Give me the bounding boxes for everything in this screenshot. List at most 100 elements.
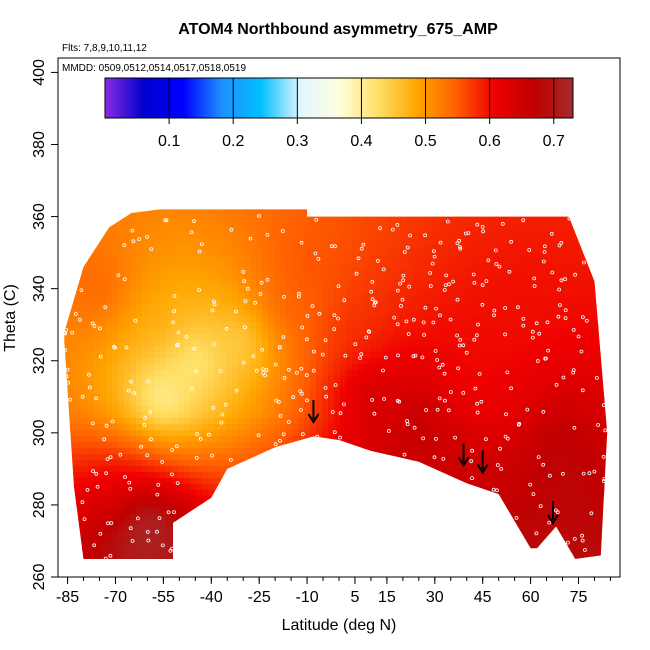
heatmap-cell bbox=[598, 124, 605, 131]
heatmap-cell bbox=[106, 316, 113, 323]
heatmap-cell bbox=[598, 76, 605, 83]
heatmap-cell bbox=[574, 148, 581, 155]
heatmap-cell bbox=[100, 136, 107, 143]
heatmap-cell bbox=[610, 58, 617, 65]
heatmap-cell bbox=[424, 274, 431, 281]
heatmap-cell bbox=[490, 244, 497, 251]
heatmap-cell bbox=[376, 256, 383, 263]
heatmap-cell bbox=[64, 220, 65, 227]
heatmap-cell bbox=[244, 346, 251, 353]
heatmap-cell bbox=[262, 220, 269, 227]
heatmap-cell bbox=[316, 268, 323, 275]
heatmap-cell bbox=[526, 178, 533, 185]
heatmap-cell bbox=[298, 370, 305, 377]
heatmap-cell bbox=[352, 184, 359, 191]
heatmap-cell bbox=[316, 232, 323, 239]
heatmap-cell bbox=[148, 196, 155, 203]
heatmap-cell bbox=[400, 316, 407, 323]
heatmap-cell bbox=[76, 364, 83, 371]
heatmap-cell bbox=[322, 280, 329, 287]
heatmap-cell bbox=[112, 364, 119, 371]
heatmap-cell bbox=[580, 196, 587, 203]
heatmap-cell bbox=[508, 328, 515, 335]
heatmap-cell bbox=[64, 76, 71, 83]
heatmap-cell bbox=[358, 220, 365, 227]
heatmap-cell bbox=[598, 352, 605, 359]
heatmap-cell bbox=[100, 346, 107, 353]
heatmap-cell bbox=[520, 310, 527, 317]
heatmap-cell bbox=[160, 214, 167, 221]
heatmap-cell bbox=[424, 184, 431, 191]
heatmap-cell bbox=[454, 209, 461, 215]
heatmap-cell bbox=[406, 298, 413, 305]
heatmap-cell bbox=[382, 154, 389, 161]
heatmap-cell bbox=[76, 340, 83, 347]
heatmap-cell bbox=[586, 112, 593, 119]
heatmap-cell bbox=[148, 328, 155, 335]
heatmap-cell bbox=[394, 190, 401, 197]
heatmap-cell bbox=[586, 160, 593, 167]
heatmap-cell bbox=[262, 154, 269, 161]
heatmap-cell bbox=[436, 214, 443, 221]
heatmap-cell bbox=[610, 190, 617, 197]
heatmap-cell bbox=[424, 262, 431, 269]
heatmap-cell bbox=[376, 178, 383, 185]
heatmap-cell bbox=[526, 334, 533, 341]
heatmap-cell bbox=[352, 64, 359, 71]
heatmap-cell bbox=[310, 274, 317, 281]
heatmap-cell bbox=[394, 160, 401, 167]
heatmap-cell bbox=[412, 280, 419, 287]
heatmap-cell bbox=[412, 166, 419, 173]
heatmap-cell bbox=[448, 274, 455, 281]
heatmap-cell bbox=[64, 214, 71, 221]
heatmap-cell bbox=[226, 364, 233, 371]
heatmap-cell bbox=[430, 268, 437, 275]
heatmap-cell bbox=[454, 256, 461, 263]
heatmap-cell bbox=[538, 238, 545, 245]
heatmap-cell bbox=[160, 262, 167, 269]
heatmap-cell bbox=[466, 70, 473, 77]
heatmap-cell bbox=[346, 310, 353, 317]
heatmap-cell bbox=[64, 358, 71, 365]
heatmap-cell bbox=[250, 322, 257, 329]
heatmap-cell bbox=[544, 286, 551, 293]
heatmap-cell bbox=[358, 304, 365, 311]
heatmap-cell bbox=[598, 88, 605, 95]
heatmap-cell bbox=[340, 334, 347, 341]
heatmap-cell bbox=[328, 136, 335, 143]
heatmap-cell bbox=[556, 310, 563, 317]
heatmap-cell bbox=[394, 334, 401, 341]
heatmap-cell bbox=[406, 256, 413, 263]
heatmap-cell bbox=[148, 364, 155, 371]
heatmap-cell bbox=[136, 220, 143, 227]
heatmap-cell bbox=[430, 166, 437, 173]
heatmap-cell bbox=[526, 136, 533, 143]
heatmap-cell bbox=[580, 310, 587, 317]
heatmap-cell bbox=[430, 358, 437, 365]
heatmap-cell bbox=[448, 209, 455, 215]
heatmap-cell bbox=[70, 244, 77, 251]
heatmap-cell bbox=[556, 118, 563, 125]
heatmap-cell bbox=[304, 256, 311, 263]
heatmap-cell bbox=[406, 304, 413, 311]
heatmap-cell bbox=[76, 310, 83, 317]
heatmap-cell bbox=[346, 244, 353, 251]
heatmap-cell bbox=[256, 130, 263, 137]
heatmap-cell bbox=[298, 244, 305, 251]
heatmap-cell bbox=[196, 172, 203, 179]
heatmap-cell bbox=[184, 136, 191, 143]
heatmap-cell bbox=[184, 358, 191, 365]
heatmap-cell bbox=[400, 172, 407, 179]
heatmap-cell bbox=[490, 238, 497, 245]
heatmap-cell bbox=[88, 220, 95, 227]
heatmap-cell bbox=[262, 148, 269, 155]
heatmap-cell bbox=[358, 310, 365, 317]
heatmap-cell bbox=[148, 148, 155, 155]
heatmap-cell bbox=[262, 196, 269, 203]
heatmap-cell bbox=[436, 226, 443, 233]
heatmap-cell bbox=[274, 328, 281, 335]
heatmap-cell bbox=[106, 130, 113, 137]
heatmap-cell bbox=[586, 268, 593, 275]
heatmap-cell bbox=[568, 298, 575, 305]
heatmap-cell bbox=[88, 376, 95, 383]
